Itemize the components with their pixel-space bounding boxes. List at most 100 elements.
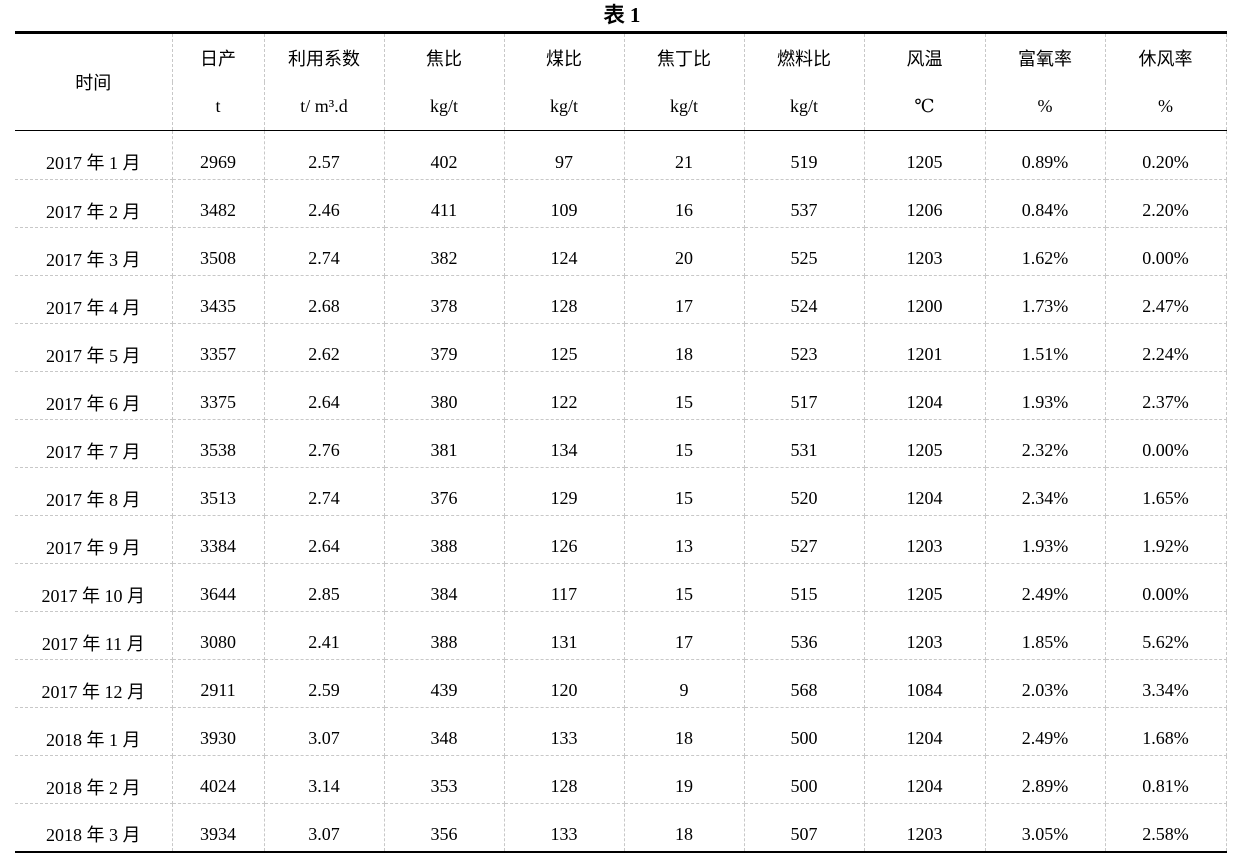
table-cell: 2.58% bbox=[1104, 803, 1227, 853]
table-cell: 524 bbox=[743, 275, 865, 324]
table-cell: 1204 bbox=[863, 755, 986, 804]
table-cell: 9 bbox=[623, 659, 745, 708]
row-date-cell: 2017 年 6 月 bbox=[15, 371, 173, 420]
table-cell: 519 bbox=[743, 130, 865, 180]
table-row: 2018 年 2 月 4024 3.14 353 128 19 500 1204 2.89% 0.… bbox=[15, 755, 1227, 804]
table-cell: 124 bbox=[503, 227, 625, 276]
table-cell: 2.49% bbox=[984, 707, 1106, 756]
table-row: 2017 年 2 月 3482 2.46 411 109 16 537 1206 0.84% 2.… bbox=[15, 179, 1227, 228]
column-header-name: 日产 bbox=[171, 31, 265, 82]
table-cell: 134 bbox=[503, 419, 625, 468]
table-cell: 537 bbox=[743, 179, 865, 228]
table-cell: 1.62% bbox=[984, 227, 1106, 276]
table-cell: 97 bbox=[503, 130, 625, 180]
table-row: 2018 年 1 月 3930 3.07 348 133 18 500 1204 2.49% 1.… bbox=[15, 707, 1227, 756]
table-cell: 2.47% bbox=[1104, 275, 1227, 324]
table-cell: 2.24% bbox=[1104, 323, 1227, 372]
table-cell: 3538 bbox=[171, 419, 265, 468]
table-row: 2017 年 3 月 3508 2.74 382 124 20 525 1203 1.62% 0.… bbox=[15, 227, 1227, 276]
table-cell: 5.62% bbox=[1104, 611, 1227, 660]
table-cell: 13 bbox=[623, 515, 745, 564]
table-cell: 0.89% bbox=[984, 130, 1106, 180]
table-cell: 1205 bbox=[863, 563, 986, 612]
table-cell: 4024 bbox=[171, 755, 265, 804]
table-cell: 125 bbox=[503, 323, 625, 372]
table-cell: 1084 bbox=[863, 659, 986, 708]
table-row: 2017 年 5 月 3357 2.62 379 125 18 523 1201 1.51% 2.… bbox=[15, 323, 1227, 372]
table-cell: 18 bbox=[623, 707, 745, 756]
row-date-cell: 2017 年 3 月 bbox=[15, 227, 173, 276]
table-cell: 500 bbox=[743, 755, 865, 804]
table-cell: 129 bbox=[503, 467, 625, 516]
table-cell: 531 bbox=[743, 419, 865, 468]
column-header-unit: % bbox=[984, 82, 1106, 131]
table-cell: 500 bbox=[743, 707, 865, 756]
table-cell: 1203 bbox=[863, 803, 986, 853]
table-cell: 2.59 bbox=[263, 659, 385, 708]
table-cell: 1204 bbox=[863, 467, 986, 516]
table-cell: 382 bbox=[383, 227, 505, 276]
table-cell: 133 bbox=[503, 707, 625, 756]
table-cell: 523 bbox=[743, 323, 865, 372]
table-cell: 2911 bbox=[171, 659, 265, 708]
table-cell: 517 bbox=[743, 371, 865, 420]
table-cell: 0.00% bbox=[1104, 419, 1227, 468]
table-row: 2017 年 7 月 3538 2.76 381 134 15 531 1205 2.32% 0.… bbox=[15, 419, 1227, 468]
table-cell: 15 bbox=[623, 467, 745, 516]
table-cell: 411 bbox=[383, 179, 505, 228]
column-header-name: 利用系数 bbox=[263, 31, 385, 82]
table-row: 2017 年 10 月 3644 2.85 384 117 15 515 1205 2.49% 0… bbox=[15, 563, 1227, 612]
table-cell: 21 bbox=[623, 130, 745, 180]
table-cell: 1.92% bbox=[1104, 515, 1227, 564]
table-row: 2017 年 12 月 2911 2.59 439 120 9 568 1084 2.03% 3.… bbox=[15, 659, 1227, 708]
table-cell: 3080 bbox=[171, 611, 265, 660]
table-cell: 388 bbox=[383, 611, 505, 660]
row-date-cell: 2017 年 7 月 bbox=[15, 419, 173, 468]
table-cell: 3435 bbox=[171, 275, 265, 324]
table-cell: 1.51% bbox=[984, 323, 1106, 372]
data-table: 时间 日产 利用系数 焦比 煤比 焦丁比 燃料比 风温 富氧率 休风率 t t/ m³.d kg/t k… bbox=[15, 31, 1227, 853]
table-cell: 2.46 bbox=[263, 179, 385, 228]
table-cell: 1203 bbox=[863, 227, 986, 276]
table-cell: 525 bbox=[743, 227, 865, 276]
table-cell: 1201 bbox=[863, 323, 986, 372]
table-cell: 0.20% bbox=[1104, 130, 1227, 180]
table-cell: 1.68% bbox=[1104, 707, 1227, 756]
table-cell: 2.85 bbox=[263, 563, 385, 612]
table-cell: 1203 bbox=[863, 515, 986, 564]
table-cell: 515 bbox=[743, 563, 865, 612]
table-row: 2017 年 8 月 3513 2.74 376 129 15 520 1204 2.34% 1.… bbox=[15, 467, 1227, 516]
row-date-cell: 2017 年 5 月 bbox=[15, 323, 173, 372]
column-header-unit: kg/t bbox=[743, 82, 865, 131]
column-header-name: 休风率 bbox=[1104, 31, 1227, 82]
column-header-unit: kg/t bbox=[383, 82, 505, 131]
table-cell: 1204 bbox=[863, 371, 986, 420]
table-cell: 380 bbox=[383, 371, 505, 420]
table-cell: 109 bbox=[503, 179, 625, 228]
table-cell: 1.65% bbox=[1104, 467, 1227, 516]
table-cell: 2.64 bbox=[263, 371, 385, 420]
table-cell: 3508 bbox=[171, 227, 265, 276]
table-cell: 133 bbox=[503, 803, 625, 853]
column-header-name: 焦比 bbox=[383, 31, 505, 82]
table-cell: 2.37% bbox=[1104, 371, 1227, 420]
table-cell: 439 bbox=[383, 659, 505, 708]
table-cell: 131 bbox=[503, 611, 625, 660]
table-cell: 388 bbox=[383, 515, 505, 564]
table-cell: 122 bbox=[503, 371, 625, 420]
table-cell: 128 bbox=[503, 275, 625, 324]
table-cell: 2.89% bbox=[984, 755, 1106, 804]
table-cell: 356 bbox=[383, 803, 505, 853]
row-date-cell: 2017 年 8 月 bbox=[15, 467, 173, 516]
table-cell: 507 bbox=[743, 803, 865, 853]
table-cell: 402 bbox=[383, 130, 505, 180]
table-cell: 376 bbox=[383, 467, 505, 516]
row-date-cell: 2017 年 10 月 bbox=[15, 563, 173, 612]
table-cell: 348 bbox=[383, 707, 505, 756]
table-cell: 3.05% bbox=[984, 803, 1106, 853]
table-cell: 3.34% bbox=[1104, 659, 1227, 708]
table-cell: 1.85% bbox=[984, 611, 1106, 660]
table-cell: 2.74 bbox=[263, 227, 385, 276]
row-date-cell: 2017 年 2 月 bbox=[15, 179, 173, 228]
column-header-name: 风温 bbox=[863, 31, 986, 82]
